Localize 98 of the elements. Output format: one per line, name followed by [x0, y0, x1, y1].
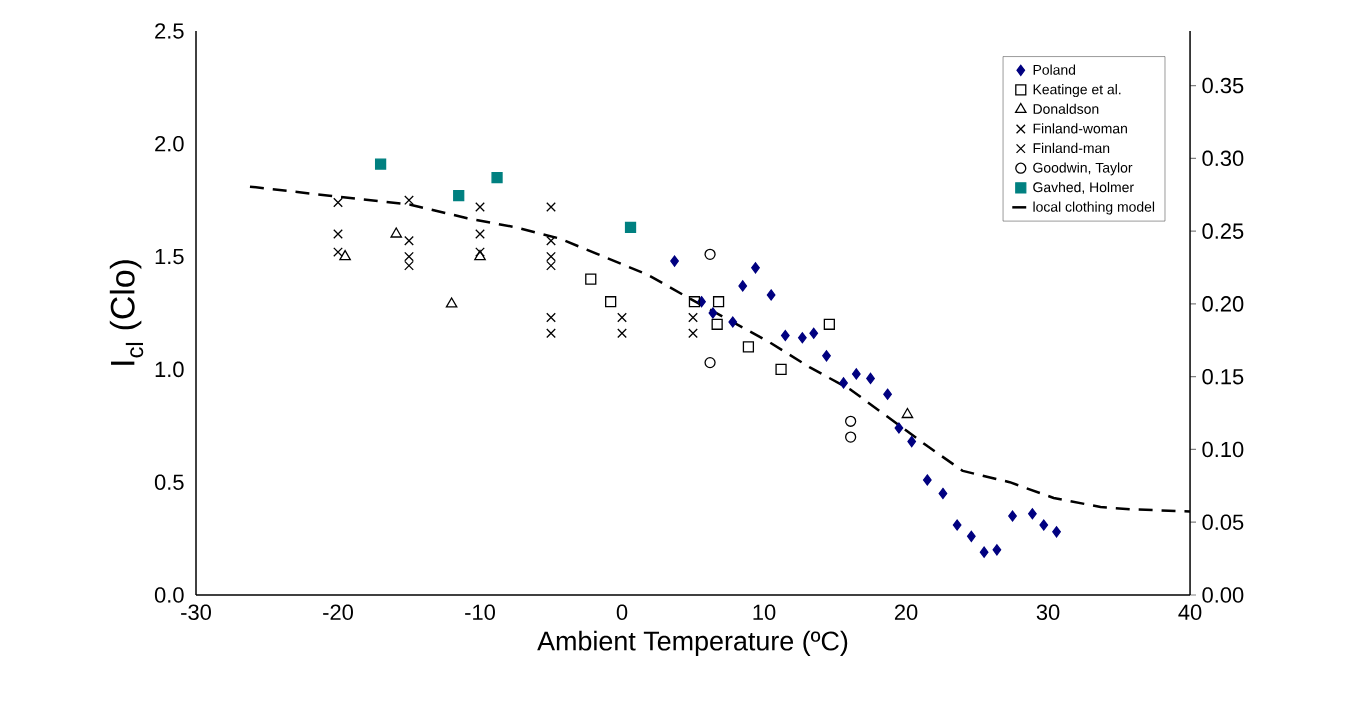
y-tick-label: 1.5 — [155, 248, 184, 265]
point — [688, 296, 701, 308]
point — [546, 235, 556, 246]
point — [333, 229, 343, 239]
point — [617, 312, 627, 323]
point — [751, 262, 760, 274]
y2-tick-label: 0.25 — [1202, 223, 1244, 239]
point — [775, 363, 787, 376]
point — [712, 296, 725, 308]
point — [822, 350, 831, 362]
point — [952, 519, 962, 531]
point — [605, 296, 617, 308]
y2-tick-label: 0.20 — [1202, 296, 1244, 312]
point — [922, 474, 932, 486]
point — [333, 247, 343, 257]
point — [992, 544, 1002, 556]
point — [374, 158, 387, 170]
point — [546, 260, 556, 271]
point — [742, 341, 755, 353]
point — [809, 327, 819, 339]
y-tick-label: 0.0 — [154, 587, 184, 603]
point — [1028, 508, 1037, 520]
legend-label: Keatinge et al. — [1033, 84, 1121, 98]
point — [907, 435, 917, 448]
legend-label: Donaldson — [1033, 103, 1099, 114]
point — [1008, 510, 1017, 522]
x-tick-label: 40 — [1178, 604, 1202, 621]
y2-tick-label: 0.30 — [1202, 150, 1244, 167]
point — [339, 249, 351, 261]
y-tick-label: 2.5 — [155, 23, 184, 39]
point — [546, 328, 556, 339]
y2-tick-label: 0.15 — [1202, 368, 1244, 385]
y-tick-label: 0.5 — [154, 474, 184, 490]
point — [728, 316, 738, 328]
point — [688, 312, 698, 323]
legend-label: Finland-woman — [1033, 123, 1127, 134]
x-tick-label: -30 — [181, 604, 211, 621]
point — [390, 227, 403, 238]
point — [979, 546, 989, 558]
x-tick-label: 10 — [753, 604, 776, 621]
point — [546, 251, 556, 262]
point — [546, 202, 556, 212]
point — [670, 255, 679, 267]
point — [1039, 519, 1049, 531]
point — [404, 195, 414, 206]
point — [474, 249, 486, 261]
y2-tick-label: 0.35 — [1202, 77, 1244, 94]
point — [624, 221, 637, 233]
x-tick-label: 20 — [894, 604, 918, 621]
x-tick-label: 30 — [1036, 604, 1060, 621]
y-axis-title: I$_{cl}$ (Clo) — [109, 260, 144, 365]
point — [475, 229, 485, 239]
legend-label: Gavhed, Holmer — [1033, 181, 1134, 194]
point — [475, 247, 485, 257]
point — [704, 248, 716, 260]
point — [780, 329, 790, 342]
point — [688, 328, 698, 339]
point — [708, 307, 718, 319]
point — [738, 280, 748, 292]
point — [404, 235, 414, 246]
x-axis-title: Ambient Temperature (ºC) — [537, 630, 848, 656]
x-tick-label: -20 — [323, 604, 353, 621]
legend-label: Poland — [1033, 64, 1076, 75]
y-tick-label: 1.0 — [155, 361, 184, 378]
y2-tick-label: 0.05 — [1202, 514, 1244, 530]
point — [883, 388, 892, 400]
y-tick-label: 2.0 — [155, 136, 184, 152]
point — [797, 332, 807, 344]
legend-label: local clothing model — [1033, 201, 1155, 215]
point — [845, 431, 857, 443]
point — [966, 530, 976, 542]
point — [839, 377, 848, 389]
legend-label: Goodwin, Taylor — [1033, 162, 1133, 176]
point — [491, 172, 503, 184]
point — [704, 356, 716, 369]
point — [333, 197, 343, 208]
point — [938, 487, 948, 500]
point — [453, 190, 465, 202]
point — [546, 312, 556, 323]
y2-tick-label: 0.00 — [1202, 587, 1244, 603]
legend-label: Finland-man — [1033, 142, 1110, 154]
point — [404, 251, 414, 262]
point — [845, 415, 857, 427]
point — [711, 318, 723, 330]
point — [894, 422, 904, 434]
point — [585, 273, 597, 285]
point — [901, 407, 914, 419]
point — [766, 289, 776, 301]
y2-tick-label: 0.10 — [1202, 441, 1244, 458]
point — [617, 328, 627, 339]
point — [851, 368, 861, 380]
point — [823, 318, 835, 330]
point — [445, 297, 458, 308]
point — [404, 260, 414, 271]
x-tick-label: 0 — [616, 604, 628, 621]
point — [475, 202, 485, 212]
point — [1052, 526, 1061, 538]
x-tick-label: -10 — [465, 604, 495, 621]
